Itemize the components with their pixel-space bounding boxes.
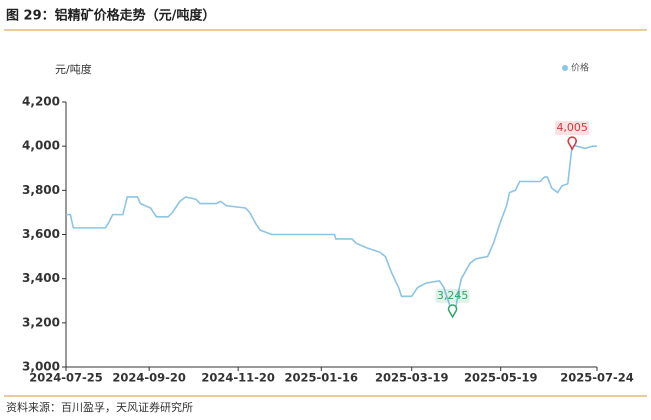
y-tick-label: 3,200 xyxy=(22,315,60,329)
y-tick-label: 3,600 xyxy=(22,227,60,241)
x-tick-label: 2025-05-19 xyxy=(464,371,538,385)
annotation-box xyxy=(435,288,470,303)
figure-title: 图 29：铝精矿价格走势（元/吨度） xyxy=(6,8,215,24)
x-tick-label: 2024-07-25 xyxy=(29,371,103,385)
x-tick-label: 2025-03-19 xyxy=(375,371,449,385)
y-axis-label: 元/吨度 xyxy=(55,62,92,76)
annotation-pin xyxy=(567,136,577,151)
annotation-label: 4,005 xyxy=(556,121,588,134)
x-tick-label: 2025-07-24 xyxy=(560,371,634,385)
x-tick-label: 2024-09-20 xyxy=(112,371,186,385)
y-tick-label: 4,200 xyxy=(22,95,60,109)
legend-label: 价格 xyxy=(571,62,589,74)
y-tick-label: 3,800 xyxy=(22,183,60,197)
y-tick-label: 3,000 xyxy=(22,360,60,374)
x-tick-label: 2024-11-20 xyxy=(201,371,275,385)
annotation-pin xyxy=(447,304,458,319)
annotation-box xyxy=(555,121,590,136)
legend-swatch xyxy=(562,65,568,71)
price-line xyxy=(66,144,597,315)
x-tick-label: 2025-01-16 xyxy=(285,371,359,385)
source-note: 资料来源：百川盈孚，天风证券研究所 xyxy=(6,400,193,414)
y-tick-label: 4,000 xyxy=(22,139,60,153)
annotation-label: 3,245 xyxy=(437,289,469,302)
y-tick-label: 3,400 xyxy=(22,271,60,285)
